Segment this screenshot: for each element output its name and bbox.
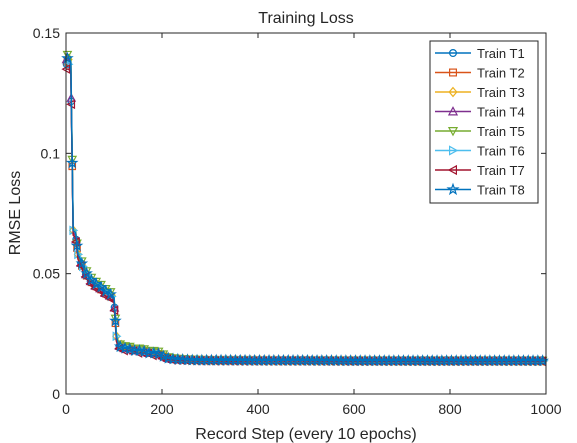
series-layer: [61, 50, 549, 367]
legend-label: Train T1: [477, 46, 525, 61]
series-8: [61, 51, 549, 367]
x-tick-label: 800: [438, 401, 462, 417]
data-point: [75, 256, 89, 269]
data-point: [61, 51, 74, 64]
x-axis-title: Record Step (every 10 epochs): [195, 426, 416, 443]
legend-marker: [447, 164, 457, 176]
x-tick-label: 400: [246, 401, 270, 417]
y-tick-label: 0: [52, 386, 60, 402]
legend-marker: [449, 145, 459, 156]
data-point: [104, 287, 117, 300]
y-axis-title: RMSE Loss: [7, 171, 24, 255]
legend-item: Train T2: [435, 66, 525, 81]
legend-label: Train T7: [477, 163, 525, 178]
x-tick-label: 600: [342, 401, 366, 417]
data-point: [109, 314, 122, 327]
legend-item: Train T1: [435, 46, 525, 61]
legend-label: Train T5: [477, 124, 525, 139]
legend: Train T1 Train T2 Train T3 Train T4 Train T5…: [429, 40, 539, 204]
legend-marker: [448, 86, 458, 98]
data-point: [137, 344, 151, 357]
data-point: [85, 273, 98, 286]
legend-label: Train T3: [477, 85, 525, 100]
data-point: [65, 156, 79, 169]
legend-label: Train T4: [477, 105, 525, 120]
data-point: [80, 266, 93, 279]
legend-marker: [447, 106, 459, 116]
data-point: [94, 280, 108, 293]
legend-marker: [449, 48, 458, 57]
legend-marker: [447, 126, 459, 137]
legend-label: Train T6: [477, 144, 525, 159]
legend-item: Train T8: [435, 183, 525, 198]
legend-marker: [446, 182, 460, 196]
x-tick-label: 0: [62, 401, 70, 417]
data-point: [123, 342, 137, 355]
x-tick-label: 200: [150, 401, 174, 417]
legend-item: Train T4: [435, 105, 525, 120]
legend-label: Train T2: [477, 66, 525, 81]
data-point: [113, 339, 127, 352]
data-point: [157, 349, 170, 362]
chart-title: Training Loss: [258, 10, 353, 27]
axes-layer: 0 200 400 600 800 1000 0 0.05 0.1 0.15: [33, 25, 562, 417]
x-tick-label: 1000: [530, 401, 561, 417]
legend-item: Train T7: [435, 163, 525, 178]
data-point: [152, 347, 165, 360]
legend-label: Train T8: [477, 183, 525, 198]
legend-marker: [449, 68, 458, 77]
legend-item: Train T3: [435, 85, 525, 100]
y-tick-label: 0.05: [33, 266, 60, 282]
y-tick-label: 0.1: [41, 145, 61, 161]
plot-frame: [65, 32, 547, 395]
legend-item: Train T6: [435, 144, 525, 159]
legend-box: [429, 40, 539, 204]
y-tick-label: 0.15: [33, 25, 60, 41]
data-point: [70, 239, 84, 252]
legend-item: Train T5: [435, 124, 525, 139]
